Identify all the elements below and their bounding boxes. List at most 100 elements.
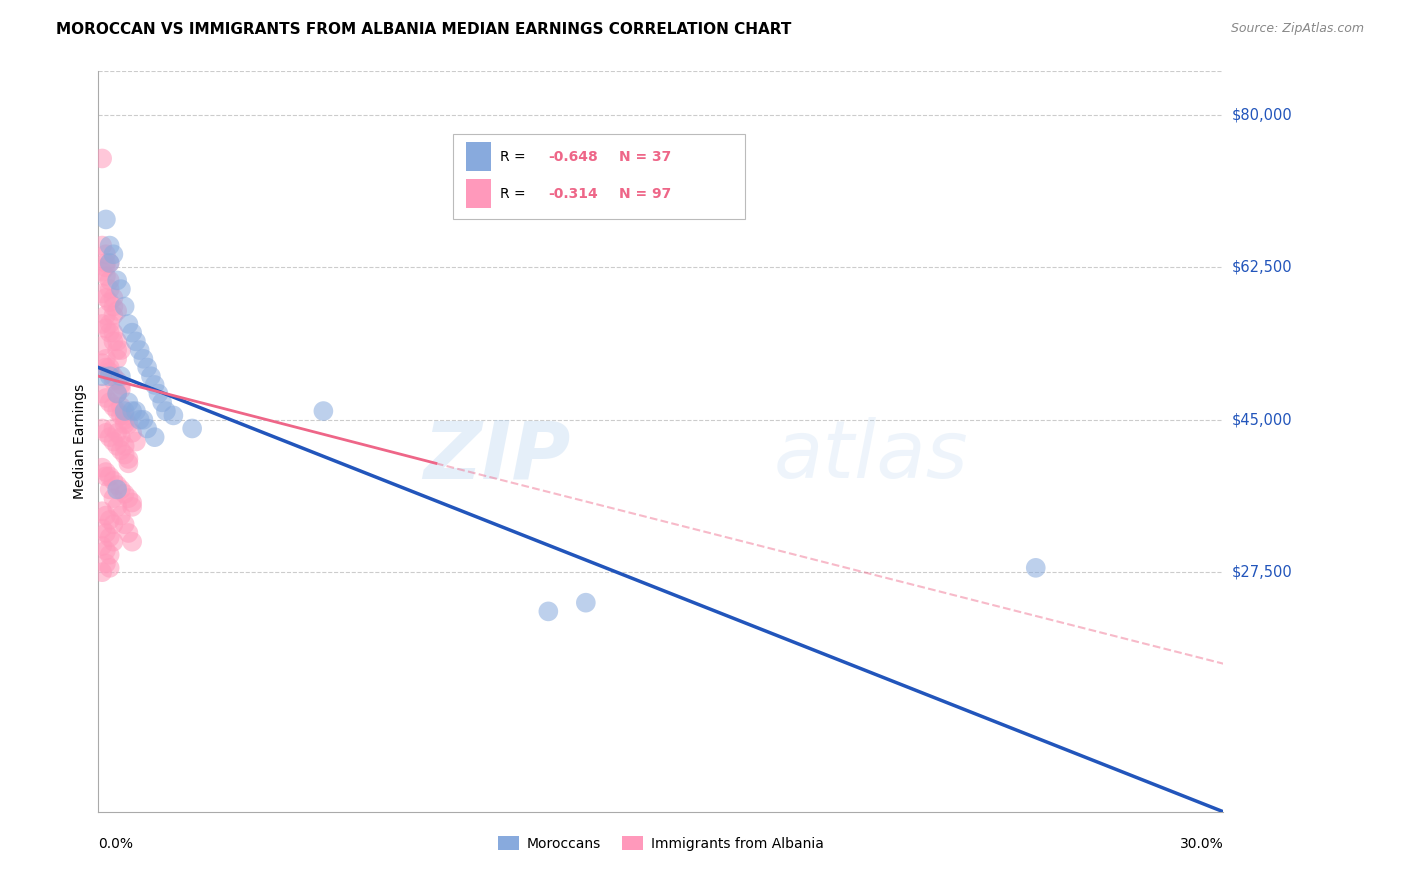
Point xyxy=(91,460,114,475)
Point xyxy=(91,386,114,401)
Point xyxy=(94,469,117,483)
Point xyxy=(98,548,121,562)
Point xyxy=(103,400,125,414)
Point xyxy=(98,317,121,331)
Text: $62,500: $62,500 xyxy=(1232,260,1292,275)
Bar xyxy=(467,178,491,209)
Point xyxy=(128,343,150,357)
Point xyxy=(121,534,143,549)
Point xyxy=(103,517,125,532)
Bar xyxy=(467,142,491,171)
Text: -0.314: -0.314 xyxy=(548,186,598,201)
Point xyxy=(94,351,117,366)
Point xyxy=(94,557,117,571)
Point xyxy=(103,300,125,314)
Point xyxy=(94,526,117,541)
Point xyxy=(114,409,136,423)
Point xyxy=(110,430,132,444)
Text: -0.648: -0.648 xyxy=(548,150,598,163)
Point xyxy=(103,308,125,322)
Point xyxy=(94,247,117,261)
Point xyxy=(143,378,166,392)
Point xyxy=(121,326,143,340)
Point xyxy=(105,425,128,440)
Text: N = 37: N = 37 xyxy=(619,150,672,163)
Point xyxy=(105,439,128,453)
Text: $45,000: $45,000 xyxy=(1232,412,1292,427)
Point xyxy=(91,286,114,301)
Point xyxy=(91,356,114,370)
Point xyxy=(98,282,121,296)
Point xyxy=(98,430,121,444)
Point xyxy=(98,395,121,409)
Point xyxy=(105,343,128,357)
Point xyxy=(91,565,114,579)
Point xyxy=(105,351,128,366)
Point xyxy=(91,421,114,435)
Point xyxy=(312,404,335,418)
Point xyxy=(110,508,132,523)
Point xyxy=(150,395,173,409)
Point xyxy=(98,483,121,497)
Point xyxy=(181,421,204,435)
Point xyxy=(121,425,143,440)
Point xyxy=(105,483,128,497)
Point xyxy=(537,604,560,618)
Text: 0.0%: 0.0% xyxy=(98,837,134,851)
Point xyxy=(1025,561,1047,575)
Point xyxy=(103,421,125,435)
Point xyxy=(94,260,117,275)
Point xyxy=(110,369,132,384)
Point xyxy=(110,443,132,458)
Point xyxy=(105,478,128,492)
Point xyxy=(132,351,155,366)
Point xyxy=(98,513,121,527)
Point xyxy=(105,374,128,388)
Point xyxy=(117,491,139,505)
Point xyxy=(125,334,148,349)
Point xyxy=(103,534,125,549)
Point xyxy=(105,386,128,401)
Point xyxy=(103,434,125,449)
Point xyxy=(94,291,117,305)
Text: R =: R = xyxy=(501,186,530,201)
Point xyxy=(91,369,114,384)
Point xyxy=(105,386,128,401)
Point xyxy=(94,308,117,322)
Point xyxy=(121,404,143,418)
Point xyxy=(110,409,132,423)
Text: Source: ZipAtlas.com: Source: ZipAtlas.com xyxy=(1230,22,1364,36)
Point xyxy=(103,474,125,488)
Point xyxy=(110,282,132,296)
Point xyxy=(98,238,121,252)
Point xyxy=(103,334,125,349)
Point xyxy=(117,417,139,431)
Point xyxy=(98,256,121,270)
Point xyxy=(117,526,139,541)
Point xyxy=(114,439,136,453)
Point xyxy=(94,360,117,375)
Point xyxy=(136,360,159,375)
Point xyxy=(117,395,139,409)
Point xyxy=(98,369,121,384)
Point xyxy=(110,483,132,497)
Point xyxy=(114,300,136,314)
Point xyxy=(91,504,114,518)
Point xyxy=(98,365,121,379)
Text: atlas: atlas xyxy=(773,417,969,495)
Point xyxy=(94,268,117,283)
Text: $27,500: $27,500 xyxy=(1232,565,1292,580)
Point xyxy=(117,452,139,467)
Point xyxy=(98,561,121,575)
Point xyxy=(98,256,121,270)
Point xyxy=(103,369,125,384)
Point xyxy=(103,326,125,340)
Point xyxy=(114,448,136,462)
Point xyxy=(162,409,184,423)
Point xyxy=(110,343,132,357)
Point xyxy=(91,317,114,331)
Point xyxy=(98,273,121,287)
Point xyxy=(94,212,117,227)
Point xyxy=(110,378,132,392)
Text: N = 97: N = 97 xyxy=(619,186,672,201)
